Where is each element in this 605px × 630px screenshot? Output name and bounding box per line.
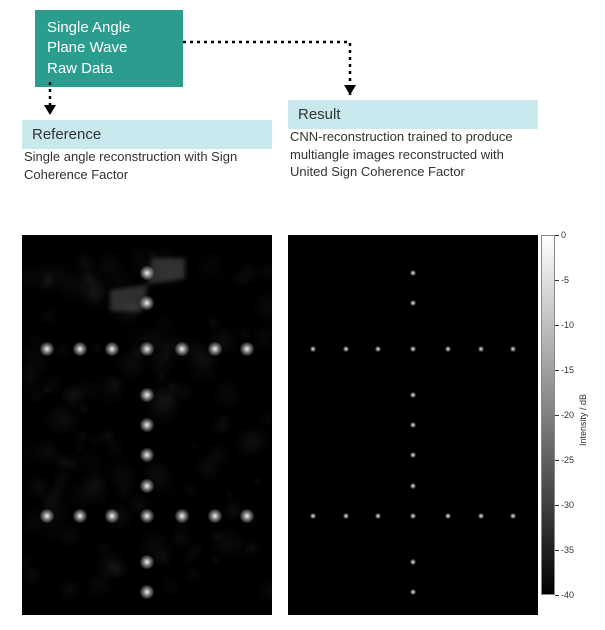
clutter: [39, 306, 60, 327]
clutter: [244, 539, 261, 556]
clutter: [250, 323, 272, 353]
colorbar-tick: [555, 235, 559, 236]
colorbar-tick: [555, 460, 559, 461]
clutter: [53, 340, 73, 360]
source-box: Single Angle Plane Wave Raw Data: [35, 10, 183, 87]
clutter: [210, 377, 244, 411]
target-spot: [445, 513, 451, 519]
clutter: [89, 341, 103, 355]
source-line-1: Single Angle: [47, 18, 171, 38]
clutter: [239, 423, 271, 455]
colorbar-tick-label: -40: [561, 590, 574, 600]
clutter: [152, 546, 174, 568]
colorbar-tick-label: -35: [561, 545, 574, 555]
colorbar-tick-label: 0: [561, 230, 566, 240]
clutter: [142, 464, 179, 501]
reference-heading: Reference: [22, 120, 272, 149]
clutter: [252, 476, 262, 486]
target-spot: [375, 346, 381, 352]
clutter: [76, 446, 107, 477]
target-spot: [310, 513, 316, 519]
target-spot: [478, 513, 484, 519]
target-spot: [410, 270, 416, 276]
colorbar: 0-5-10-15-20-25-30-35-40 Intensity / dB: [541, 235, 587, 595]
target-spot: [73, 342, 87, 356]
clutter: [224, 495, 247, 518]
reference-subtitle: Single angle reconstruction with Sign Co…: [24, 148, 270, 183]
result-subtitle: CNN-reconstruction trained to produce mu…: [290, 128, 536, 181]
colorbar-tick: [555, 280, 559, 281]
colorbar-tick-label: -15: [561, 365, 574, 375]
colorbar-tick: [555, 505, 559, 506]
clutter: [40, 520, 62, 542]
target-spot: [510, 513, 516, 519]
result-image-panel: [288, 235, 538, 615]
clutter: [218, 413, 230, 425]
colorbar-tick: [555, 325, 559, 326]
colorbar-axis-label: Intensity / dB: [578, 394, 588, 446]
clutter: [194, 249, 229, 284]
colorbar-tick: [555, 550, 559, 551]
artifact-x: [110, 258, 185, 311]
clutter: [231, 268, 251, 288]
clutter: [212, 330, 235, 353]
clutter: [99, 427, 118, 446]
colorbar-tick: [555, 595, 559, 596]
target-spot: [208, 509, 222, 523]
target-spot: [410, 422, 416, 428]
clutter: [257, 576, 272, 605]
clutter: [40, 403, 75, 438]
colorbar-tick-label: -30: [561, 500, 574, 510]
colorbar-tick: [555, 370, 559, 371]
clutter: [35, 438, 61, 464]
target-spot: [375, 513, 381, 519]
clutter: [76, 402, 90, 416]
target-spot: [510, 346, 516, 352]
clutter: [188, 441, 199, 452]
clutter: [166, 378, 182, 394]
clutter: [105, 374, 125, 394]
target-spot: [410, 513, 416, 519]
source-line-2: Plane Wave: [47, 38, 171, 58]
clutter: [258, 261, 272, 283]
clutter: [71, 266, 109, 304]
target-spot: [343, 346, 349, 352]
colorbar-tick-label: -20: [561, 410, 574, 420]
target-spot: [310, 346, 316, 352]
target-spot: [410, 559, 416, 565]
clutter: [251, 288, 272, 325]
target-spot: [410, 300, 416, 306]
result-heading: Result: [288, 100, 538, 129]
clutter: [62, 381, 85, 404]
target-spot: [410, 452, 416, 458]
clutter: [246, 514, 260, 528]
colorbar-tick: [555, 415, 559, 416]
target-spot: [410, 392, 416, 398]
clutter: [29, 388, 46, 405]
target-spot: [410, 589, 416, 595]
target-spot: [410, 346, 416, 352]
clutter: [205, 441, 232, 468]
clutter: [157, 336, 176, 355]
clutter: [157, 573, 183, 599]
colorbar-tick-label: -10: [561, 320, 574, 330]
target-spot: [343, 513, 349, 519]
target-spot: [410, 483, 416, 489]
target-spot: [140, 585, 154, 599]
clutter: [185, 541, 205, 561]
colorbar-tick-label: -5: [561, 275, 569, 285]
target-spot: [445, 346, 451, 352]
reference-image-panel: [22, 235, 272, 615]
clutter: [182, 564, 205, 587]
target-spot: [478, 346, 484, 352]
clutter: [58, 578, 82, 602]
clutter: [181, 481, 200, 500]
source-line-3: Raw Data: [47, 59, 171, 79]
colorbar-tick-label: -25: [561, 455, 574, 465]
colorbar-gradient: [541, 235, 555, 595]
